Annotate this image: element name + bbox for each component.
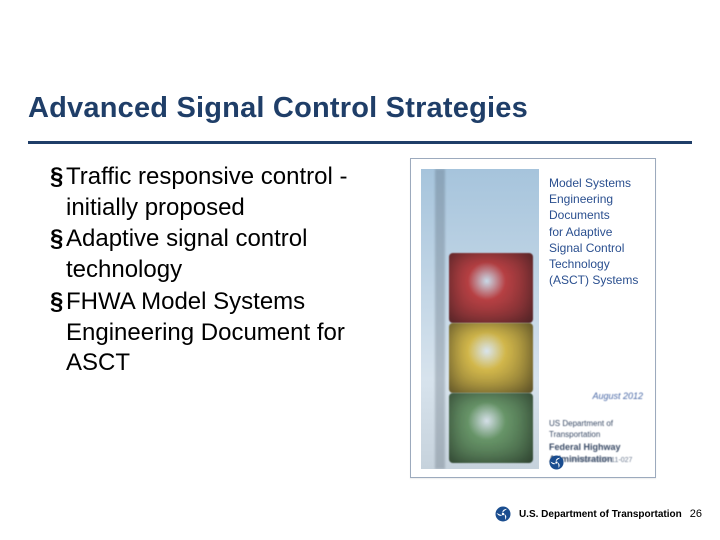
- signal-red: [449, 253, 533, 323]
- cover-title-line: Signal Control: [549, 240, 649, 256]
- cover-pub-number: FHWA-HOP-11-027: [571, 457, 632, 464]
- cover-title-line: for Adaptive: [549, 224, 649, 240]
- bullet-item: §Adaptive signal control technology: [50, 224, 380, 285]
- dot-logo-icon: [495, 506, 511, 522]
- cover-date: August 2012: [592, 391, 643, 401]
- bullet-marker: §: [50, 162, 66, 223]
- bullet-text: Traffic responsive control - initially p…: [66, 162, 380, 223]
- bullet-text: FHWA Model Systems Engineering Document …: [66, 287, 380, 379]
- bullet-text: Adaptive signal control technology: [66, 224, 380, 285]
- slide-title: Advanced Signal Control Strategies: [28, 92, 528, 125]
- cover-title-line: Documents: [549, 207, 649, 223]
- slide-footer: U.S. Department of Transportation 26: [495, 506, 702, 522]
- bullet-marker: §: [50, 224, 66, 285]
- cover-title-line: (ASCT) Systems: [549, 272, 649, 288]
- cover-title-line: Model Systems: [549, 175, 649, 191]
- cover-dot-logo-icon: [549, 455, 564, 470]
- bullet-item: §FHWA Model Systems Engineering Document…: [50, 287, 380, 379]
- signal-yellow: [449, 323, 533, 393]
- signal-pole: [435, 169, 445, 469]
- document-cover: Model SystemsEngineeringDocumentsfor Ada…: [410, 158, 656, 478]
- title-underline: [28, 141, 692, 144]
- footer-org: U.S. Department of Transportation: [519, 509, 682, 520]
- cover-title-line: Engineering: [549, 191, 649, 207]
- cover-agency-line1: US Department of Transportation: [549, 419, 649, 441]
- bullet-marker: §: [50, 287, 66, 379]
- cover-title: Model SystemsEngineeringDocumentsfor Ada…: [549, 175, 649, 288]
- bullet-item: §Traffic responsive control - initially …: [50, 162, 380, 223]
- page-number: 26: [690, 508, 702, 520]
- signal-green: [449, 393, 533, 463]
- cover-title-line: Technology: [549, 256, 649, 272]
- slide: Advanced Signal Control Strategies §Traf…: [0, 0, 720, 540]
- traffic-signal-graphic: [449, 253, 533, 463]
- bullet-list: §Traffic responsive control - initially …: [50, 162, 380, 380]
- cover-photo: [421, 169, 539, 469]
